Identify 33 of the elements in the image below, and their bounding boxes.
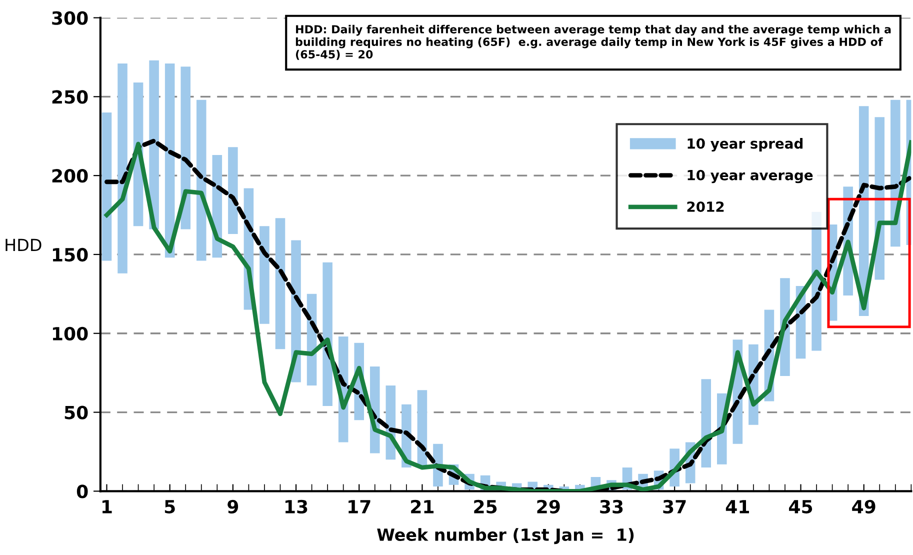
- x-tick-label: 29: [537, 500, 560, 514]
- y-tick-label: 0: [76, 484, 88, 498]
- bar: [260, 226, 270, 324]
- x-tick-label: 5: [164, 500, 175, 514]
- y-tick-label: 250: [52, 90, 88, 104]
- x-tick-label: 45: [789, 500, 812, 514]
- bar: [118, 64, 128, 274]
- bar: [102, 112, 112, 261]
- x-tick-label: 17: [348, 500, 370, 514]
- x-tick-label: 25: [474, 500, 497, 514]
- x-axis-title: Week number (1st Jan = 1): [377, 528, 634, 544]
- y-axis-title: HDD: [6, 238, 42, 251]
- x-tick-label: 49: [852, 500, 876, 514]
- y-tick-label: 50: [64, 406, 88, 420]
- bar: [701, 379, 712, 468]
- x-tick-label: 37: [663, 500, 686, 514]
- bar: [275, 218, 286, 350]
- x-tick-label: 41: [726, 500, 749, 514]
- x-tick-label: 21: [411, 500, 434, 514]
- legend-label: 10 year spread: [688, 138, 803, 152]
- x-tick-label: 13: [285, 500, 308, 514]
- legend-label: 10 year average: [688, 170, 813, 184]
- x-tick-label: 9: [228, 500, 238, 514]
- bar: [228, 147, 238, 234]
- x-tick-label: 33: [600, 500, 623, 514]
- bar: [196, 100, 206, 261]
- y-tick-label: 300: [52, 11, 88, 25]
- y-tick-label: 100: [52, 326, 88, 340]
- legend-label: 2012: [687, 201, 724, 212]
- annotation: HDD: Daily farenheit difference between average temp that day and the average temp which a building requires no heating (65F) e.g. average daily temp in New York is 45F gives a HDD of (65-45) = 20: [296, 24, 891, 60]
- y-tick-label: 200: [52, 169, 88, 183]
- y-tick-label: 150: [52, 248, 88, 262]
- x-tick-label: 1: [102, 500, 112, 514]
